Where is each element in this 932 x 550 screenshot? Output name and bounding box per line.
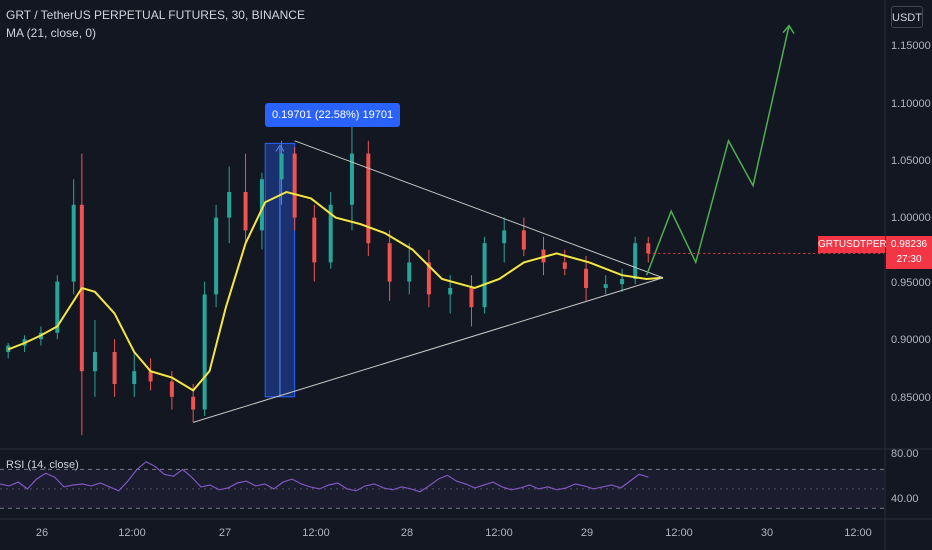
candle-body bbox=[259, 179, 264, 231]
ma-indicator-label[interactable]: MA (21, close, 0) bbox=[6, 26, 97, 40]
candle-body bbox=[633, 243, 638, 280]
price-tick-label: 1.05000 bbox=[891, 155, 931, 167]
last-price-symbol-badge: GRTUSDTPERP bbox=[818, 236, 893, 253]
candle-body bbox=[292, 153, 297, 218]
candle-body bbox=[349, 153, 354, 205]
price-tick-label: 1.15000 bbox=[891, 40, 931, 52]
candle-body bbox=[603, 284, 608, 288]
rsi-line bbox=[0, 460, 649, 493]
candle-body bbox=[279, 153, 284, 180]
measure-tooltip: 0.19701 (22.58%) 19701 bbox=[265, 103, 401, 127]
time-tick-label: 12:00 bbox=[302, 527, 330, 539]
projection-path bbox=[645, 25, 790, 276]
candle-body bbox=[132, 371, 137, 384]
symbol-title[interactable]: GRT / TetherUS PERPETUAL FUTURES, 30, BI… bbox=[6, 8, 305, 22]
rsi-indicator-label[interactable]: RSI (14, close) bbox=[6, 459, 79, 471]
candle-body bbox=[71, 204, 76, 282]
candle-body bbox=[620, 279, 625, 285]
price-tick-label: 0.90000 bbox=[891, 334, 931, 346]
candle-body bbox=[148, 371, 153, 382]
rsi-tick-label: 80.00 bbox=[891, 448, 919, 460]
candle-body bbox=[92, 352, 97, 372]
time-tick-label: 29 bbox=[580, 527, 594, 539]
currency-unit-button[interactable]: USDT bbox=[891, 6, 923, 28]
price-tick-label: 1.10000 bbox=[891, 98, 931, 110]
projection-arrow-head bbox=[782, 24, 795, 34]
candle-body bbox=[366, 153, 371, 244]
last-price-badge: 0.98236 27:30 bbox=[886, 236, 932, 269]
measure-arrow-head bbox=[275, 144, 285, 152]
candle-body bbox=[448, 288, 453, 295]
candle-body bbox=[243, 192, 248, 231]
candle-body bbox=[646, 243, 651, 254]
candle-body bbox=[521, 230, 526, 250]
candle-body bbox=[426, 262, 431, 295]
candle-body bbox=[328, 204, 333, 263]
candle-body bbox=[312, 217, 317, 263]
time-tick-label: 27 bbox=[218, 527, 232, 539]
candle-body bbox=[562, 262, 567, 269]
candle-countdown: 27:30 bbox=[896, 254, 922, 265]
time-tick-label: 26 bbox=[35, 527, 49, 539]
candle-body bbox=[387, 243, 392, 282]
time-tick-label: 12:00 bbox=[844, 527, 872, 539]
moving-average-line bbox=[7, 190, 664, 392]
last-price-value: 0.98236 bbox=[890, 239, 928, 250]
time-tick-label: 12:00 bbox=[118, 527, 146, 539]
candle-body bbox=[214, 217, 219, 295]
time-tick-label: 28 bbox=[400, 527, 414, 539]
candle-body bbox=[112, 352, 117, 384]
candle-body bbox=[482, 243, 487, 308]
candle-body bbox=[469, 288, 474, 308]
candle-body bbox=[169, 381, 174, 397]
candle-body bbox=[407, 262, 412, 282]
price-tick-label: 0.85000 bbox=[891, 392, 931, 404]
candle-body bbox=[227, 192, 232, 218]
price-tick-label: 0.95000 bbox=[891, 277, 931, 289]
candle-body bbox=[584, 268, 589, 288]
candle-body bbox=[55, 281, 60, 333]
price-tick-label: 1.00000 bbox=[891, 212, 931, 224]
triangle-lower-trendline bbox=[193, 277, 664, 423]
time-tick-label: 12:00 bbox=[665, 527, 693, 539]
candle-body bbox=[202, 294, 207, 410]
triangle-upper-trendline bbox=[294, 140, 664, 279]
candle-body bbox=[191, 396, 196, 410]
candle-body bbox=[502, 230, 507, 244]
rsi-tick-label: 40.00 bbox=[891, 493, 919, 505]
time-tick-label: 30 bbox=[760, 527, 774, 539]
time-tick-label: 12:00 bbox=[485, 527, 513, 539]
rsi-band bbox=[0, 469, 884, 509]
